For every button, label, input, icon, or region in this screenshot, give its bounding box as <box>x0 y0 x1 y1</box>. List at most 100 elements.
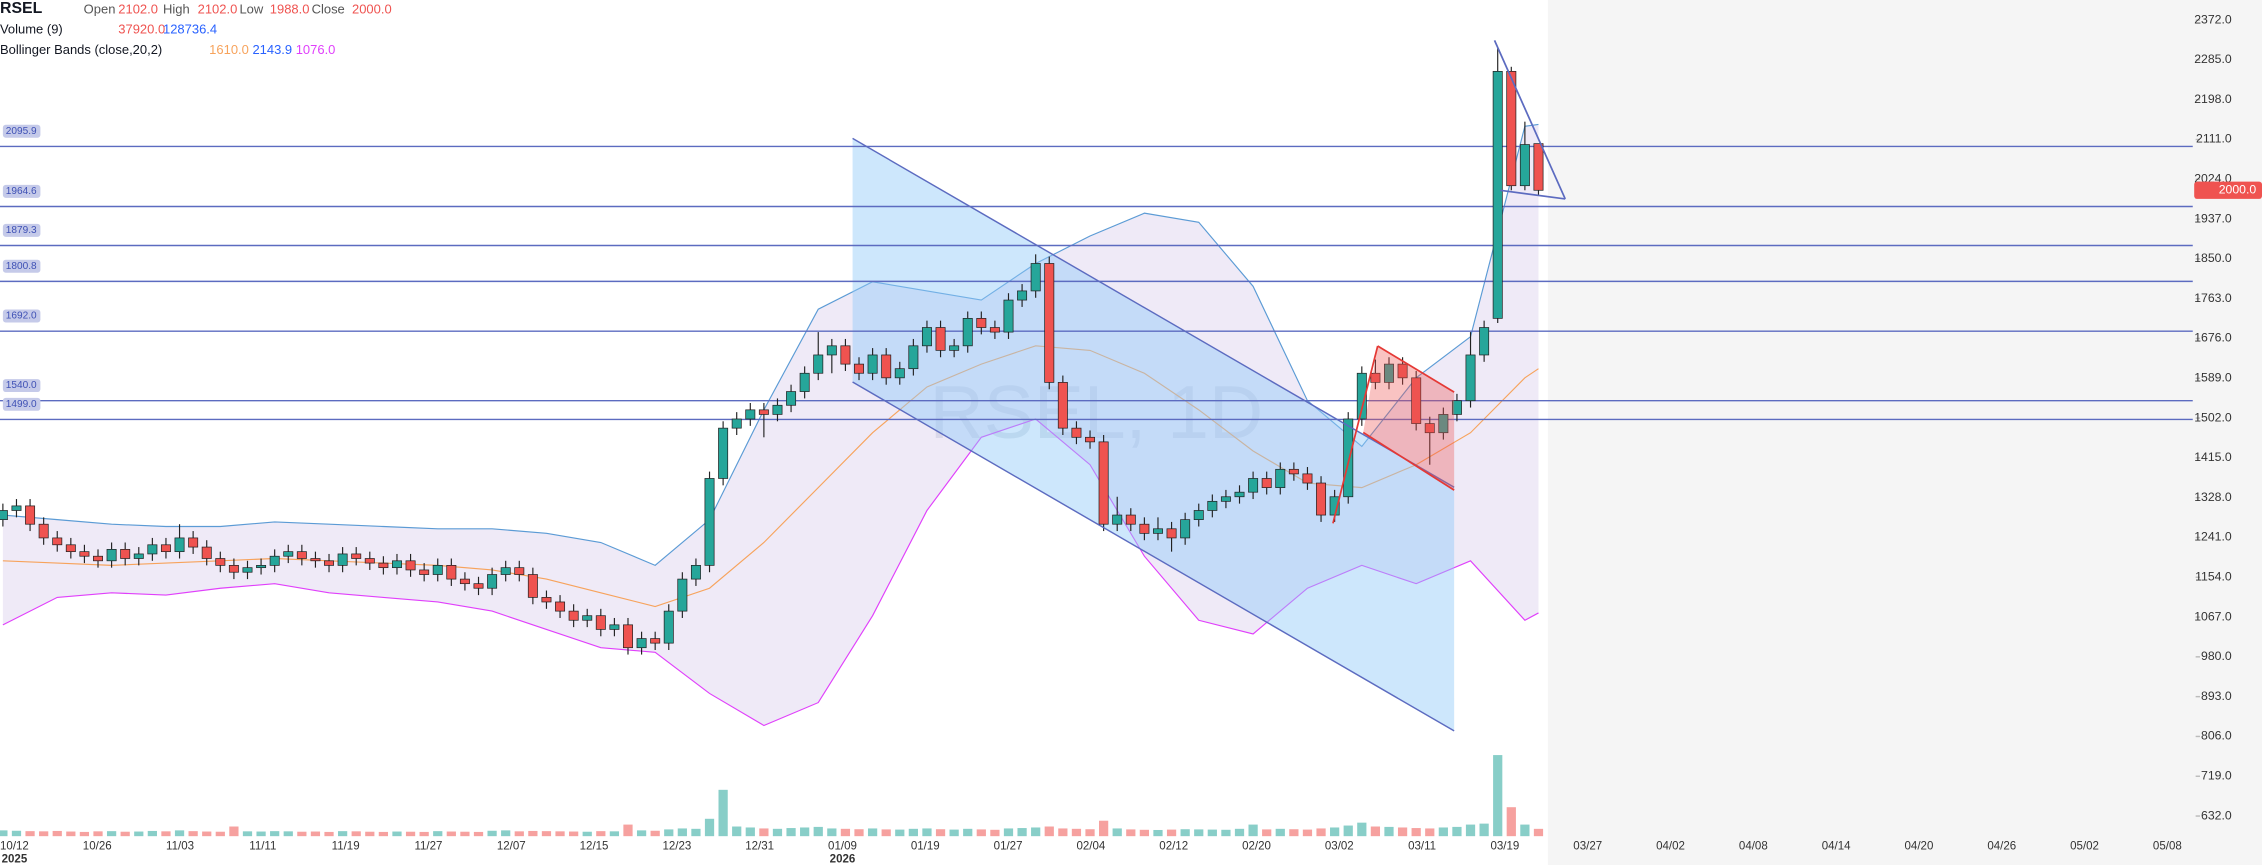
x-tick-label: 04/02 <box>1656 840 1685 852</box>
volume-bar <box>120 831 130 837</box>
volume-bar <box>827 828 837 837</box>
volume-bar <box>446 831 456 837</box>
candle-body <box>1125 514 1136 525</box>
candle-body <box>555 601 566 612</box>
candle-body <box>786 391 797 406</box>
volume-bar <box>1031 827 1041 837</box>
volume-bar <box>922 828 932 837</box>
level-label: 1540.0 <box>6 380 37 391</box>
volume-bar <box>704 818 715 837</box>
candle-body <box>364 558 375 564</box>
volume-bar <box>1493 755 1503 837</box>
volume-bar <box>283 831 293 837</box>
volume-bar <box>433 831 443 837</box>
x-tick-label: 03/19 <box>1491 840 1520 852</box>
y-tick-label: 2372.0 <box>2194 12 2232 26</box>
level-label: 1800.8 <box>6 261 37 272</box>
flag-pole <box>1332 345 1379 524</box>
channel-lower <box>852 381 1455 732</box>
value: 2102.0 <box>118 2 158 17</box>
candle-body <box>799 372 810 392</box>
candle-body <box>1519 144 1530 187</box>
band-line <box>2 418 1539 727</box>
x-tick-label: 11/27 <box>414 840 442 852</box>
y-tick-label: 2111.0 <box>2196 132 2232 146</box>
volume-bar <box>1302 829 1313 837</box>
legend-header: RSEL Open 2102.0 High 2102.0 Low 1988.0 … <box>0 0 392 57</box>
candle-body <box>0 510 8 520</box>
volume-bar <box>1194 829 1204 837</box>
volume-bar <box>1533 828 1544 837</box>
volume-bar <box>1397 827 1408 837</box>
candle-body <box>1112 514 1123 525</box>
volume-bar <box>229 826 239 837</box>
y-tick-label: 1502.0 <box>2194 410 2232 424</box>
volume-bar <box>419 831 429 837</box>
y-tick-label: 893.0 <box>2201 689 2232 703</box>
volume-bar <box>854 829 864 837</box>
x-tick-label: 04/20 <box>1905 840 1934 852</box>
volume-bar <box>1452 826 1462 837</box>
band-fill <box>2 124 1539 726</box>
x-tick-label: 01/19 <box>911 840 940 852</box>
value: 1076.0 <box>296 42 336 57</box>
level-tag <box>2 309 41 323</box>
candle-body <box>133 553 144 559</box>
candle-body <box>1234 491 1245 498</box>
level-tag <box>2 379 41 393</box>
volume-bar <box>0 830 8 837</box>
value: 2000.0 <box>352 2 392 17</box>
candle-body <box>1098 441 1109 525</box>
candle-body <box>650 638 661 644</box>
candle-body <box>1506 70 1517 187</box>
volume-bar <box>1153 829 1163 837</box>
level-tag <box>2 397 41 411</box>
drawings <box>852 40 1567 732</box>
x-year-label: 2025 <box>2 853 28 865</box>
candle-body <box>1152 528 1163 534</box>
volume-bar <box>976 829 986 837</box>
candle-body <box>921 327 932 347</box>
volume-bar <box>297 831 307 837</box>
volume-bar <box>514 831 524 837</box>
x-tick-label: 03/27 <box>1573 840 1602 852</box>
candle-body <box>1492 70 1503 319</box>
volume-bar <box>759 828 769 837</box>
candle-body <box>459 578 470 585</box>
flag-bottom <box>1362 431 1455 491</box>
volume-bar <box>11 830 22 837</box>
candle-body <box>1248 478 1259 493</box>
candle-body <box>93 555 103 562</box>
candle-body <box>11 505 22 511</box>
level-label: 1879.3 <box>6 225 37 236</box>
volume-bar <box>1330 827 1340 837</box>
candle-body <box>840 345 851 365</box>
volume-bar <box>1357 822 1367 837</box>
candle-body <box>1451 400 1462 415</box>
candle-body <box>1044 263 1055 383</box>
x-tick-label: 04/26 <box>1987 840 2016 852</box>
volume-bar <box>1044 826 1054 837</box>
candle-body <box>1261 478 1272 488</box>
candle-body <box>1370 372 1381 383</box>
x-tick-label: 01/09 <box>828 840 857 852</box>
candle-body <box>745 409 756 420</box>
volume-bar <box>460 831 470 837</box>
volume-bar <box>1343 825 1353 837</box>
volume-bar <box>1003 828 1014 837</box>
volume-bar <box>39 831 49 837</box>
volume-bar <box>25 831 35 837</box>
pennant-lower <box>1500 189 1566 200</box>
candle-body <box>228 565 239 573</box>
value: 2143.9 <box>252 42 292 57</box>
level-label: 1964.6 <box>6 186 37 197</box>
candle-body <box>514 567 525 575</box>
volume-bar <box>405 831 416 837</box>
volume-bar <box>528 830 538 837</box>
level-label: 2095.9 <box>6 126 37 137</box>
volume-bar <box>541 831 552 837</box>
volume-bar <box>1058 828 1068 837</box>
candle-body <box>704 478 715 566</box>
y-tick-label: 1676.0 <box>2194 331 2232 345</box>
level-label: 1692.0 <box>6 311 37 322</box>
